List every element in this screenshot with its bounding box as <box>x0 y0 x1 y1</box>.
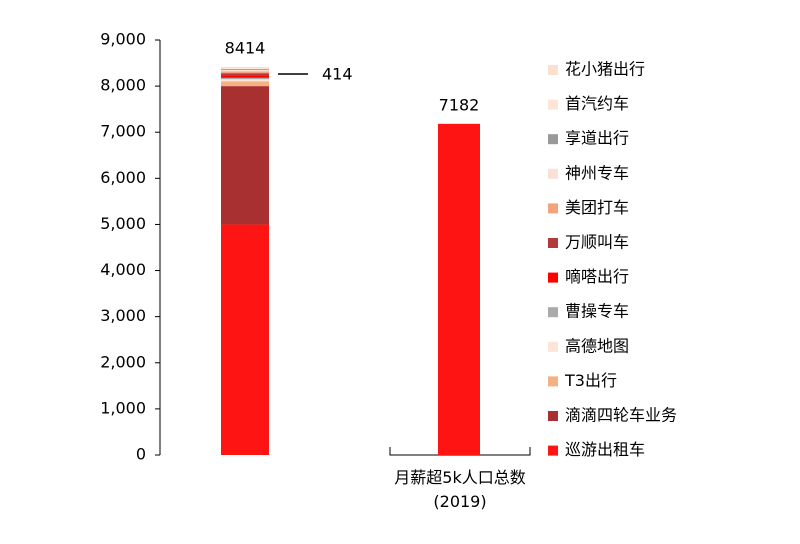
legend-label: 万顺叫车 <box>565 233 629 252</box>
y-tick-label: 2,000 <box>100 352 146 371</box>
bar-segment <box>221 71 269 74</box>
bar-segment <box>221 68 269 70</box>
total-label: 7182 <box>439 95 480 114</box>
bar-segment <box>221 73 269 76</box>
y-tick-label: 0 <box>136 445 146 464</box>
y-tick-label: 7,000 <box>100 122 146 141</box>
legend-swatch <box>548 238 558 248</box>
legend-label: 巡游出租车 <box>565 440 645 459</box>
legend-swatch <box>548 272 558 283</box>
legend-label: 滴滴四轮车业务 <box>565 406 677 425</box>
legend-label: 享道出行 <box>565 129 629 148</box>
bar-segment <box>221 79 269 82</box>
y-tick-label: 6,000 <box>100 168 146 187</box>
bar-segment <box>221 69 269 72</box>
legend-swatch <box>548 411 558 421</box>
y-tick-label: 1,000 <box>100 398 146 417</box>
y-tick-label: 9,000 <box>100 30 146 49</box>
legend-label: 嘀嗒出行 <box>565 267 629 286</box>
legend-label: 高德地图 <box>565 336 629 355</box>
legend-swatch <box>548 376 558 387</box>
legend-swatch <box>548 99 558 110</box>
legend-label: 首汽约车 <box>565 94 629 113</box>
annotation: 414 <box>322 65 353 84</box>
y-tick-label: 4,000 <box>100 260 146 279</box>
bar-segment <box>438 123 480 455</box>
legend-label: 美团打车 <box>565 198 629 217</box>
bar-segment <box>221 224 269 455</box>
legend-label: T3出行 <box>564 371 617 390</box>
y-tick-label: 3,000 <box>100 306 146 325</box>
bar-segment <box>221 67 269 69</box>
legend-swatch <box>548 307 558 318</box>
y-tick-label: 5,000 <box>100 214 146 233</box>
total-label: 8414 <box>225 39 266 58</box>
bar-segment <box>221 86 269 225</box>
legend-swatch <box>548 134 558 145</box>
legend-label: 曹操专车 <box>565 302 629 321</box>
bar-segment <box>221 77 269 80</box>
bar-segment <box>221 75 269 78</box>
legend-swatch <box>548 65 558 75</box>
legend-swatch <box>548 168 558 179</box>
legend-label: 花小猪出行 <box>565 60 645 79</box>
legend-label: 神州专车 <box>565 163 629 182</box>
legend-swatch <box>548 445 558 456</box>
legend-swatch <box>548 203 558 214</box>
x-tick-label: 月薪超5k人口总数(2019) <box>394 468 526 511</box>
y-tick-label: 8,000 <box>100 76 146 95</box>
legend-swatch <box>548 341 558 352</box>
bar-segment <box>221 81 269 87</box>
bar-segment <box>221 69 269 70</box>
